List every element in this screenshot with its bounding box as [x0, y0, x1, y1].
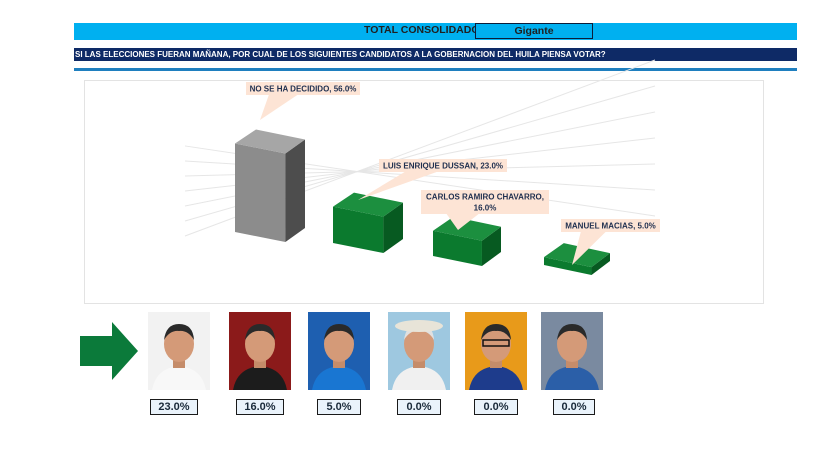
bar-front — [544, 257, 592, 275]
bar-side — [383, 202, 403, 253]
location-box: Gigante — [475, 23, 593, 39]
data-label-box — [379, 159, 507, 172]
chart-frame — [84, 80, 764, 304]
candidate-percentage: 23.0% — [150, 399, 198, 415]
bar-side — [591, 253, 610, 275]
data-label-pointer — [260, 95, 298, 120]
bar-front — [333, 206, 384, 253]
data-label-box — [246, 82, 360, 95]
bar-top — [333, 192, 403, 217]
candidate-photo — [388, 312, 450, 390]
question-text: SI LAS ELECCIONES FUERAN MAÑANA, POR CUA… — [74, 48, 797, 61]
bar-front — [235, 143, 286, 242]
chart-labels: NO SE HA DECIDIDO, 56.0% LUIS ENRIQUE DUS… — [246, 82, 660, 265]
bar-side — [481, 226, 501, 266]
bar-side — [285, 139, 305, 242]
arrow-right-icon — [80, 322, 138, 380]
data-label-box — [561, 219, 660, 232]
bar-front — [433, 230, 482, 266]
candidate-photo — [308, 312, 370, 390]
candidate-photo — [148, 312, 210, 390]
divider — [74, 68, 797, 71]
title-bar: TOTAL CONSOLIDADO Gigante — [74, 23, 797, 40]
candidate-percentage: 0.0% — [553, 399, 595, 415]
bar-top — [235, 129, 305, 154]
data-label: 16.0% — [474, 204, 497, 213]
data-label-box — [421, 190, 549, 214]
page-title: TOTAL CONSOLIDADO — [364, 24, 480, 36]
data-label: LUIS ENRIQUE DUSSAN, 23.0% — [383, 162, 503, 171]
candidate-percentage: 5.0% — [317, 399, 361, 415]
data-label-pointer — [446, 214, 479, 230]
chart-bars — [235, 129, 610, 275]
candidate-percentage: 0.0% — [397, 399, 441, 415]
candidate-percentage: 0.0% — [474, 399, 518, 415]
data-label: CARLOS RAMIRO CHAVARRO, — [426, 193, 544, 202]
data-label: NO SE HA DECIDIDO, 56.0% — [250, 85, 357, 94]
data-label-pointer — [358, 172, 437, 200]
candidate-photo — [229, 312, 291, 390]
data-label-pointer — [572, 232, 606, 265]
candidate-photo — [541, 312, 603, 390]
candidate-photo — [465, 312, 527, 390]
data-label: MANUEL MACIAS, 5.0% — [565, 222, 656, 231]
bar-top — [433, 216, 501, 241]
candidate-percentage: 16.0% — [236, 399, 284, 415]
